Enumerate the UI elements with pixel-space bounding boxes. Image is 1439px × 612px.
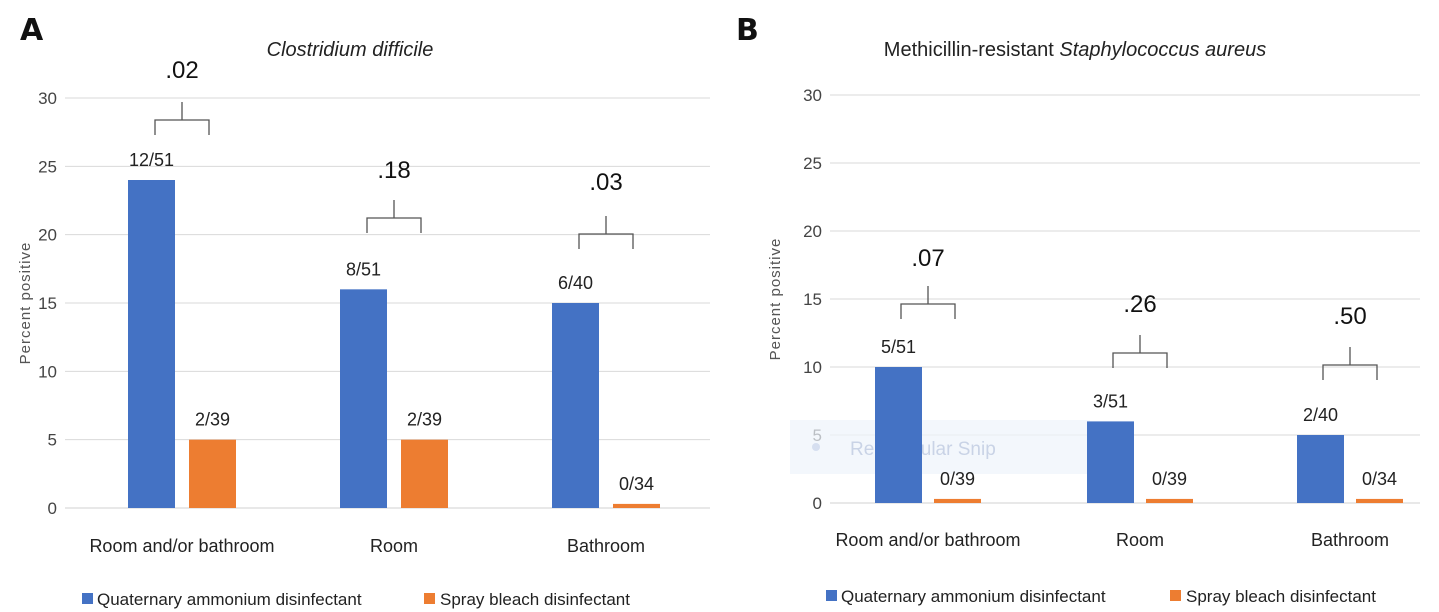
legend-swatch (424, 593, 435, 604)
chart-panel-b: B Methicillin-resistant Staphylococcus au… (736, 13, 1420, 606)
overlay-box (790, 420, 1090, 474)
panel-letter: B (736, 13, 759, 48)
data-label: 2/40 (1303, 405, 1338, 425)
chart-title: Methicillin-resistant Staphylococcus aur… (884, 39, 1266, 61)
category-label: Room (370, 536, 418, 556)
data-label: 5/51 (881, 337, 916, 357)
category-label: Room (1116, 530, 1164, 550)
y-tick-label: 25 (803, 154, 822, 173)
significance-bracket (154, 102, 210, 135)
data-label: 0/39 (940, 469, 975, 489)
p-value-label: .18 (377, 157, 410, 184)
legend-swatch (1170, 590, 1181, 601)
bar (552, 303, 599, 508)
data-label: 0/34 (1362, 469, 1397, 489)
chart-panel-a: A Clostridium difficile 0 5 10 15 20 25 30 Percen… (17, 13, 710, 609)
category-label: Room and/or bathroom (89, 536, 274, 556)
legend-label: Quaternary ammonium disinfectant (97, 590, 362, 609)
significance-bracket (578, 216, 634, 249)
data-label: 2/39 (407, 410, 442, 430)
bar (401, 439, 448, 508)
significance-bracket (900, 286, 956, 319)
y-tick-label: 20 (803, 222, 822, 241)
chart-title-prefix: Methicillin-resistant (884, 39, 1060, 61)
chart-title: Clostridium difficile (267, 39, 434, 61)
legend-swatch (826, 590, 837, 601)
p-value-label: .07 (911, 245, 944, 272)
legend-label: Quaternary ammonium disinfectant (841, 587, 1106, 606)
y-tick-label: 5 (48, 431, 57, 450)
y-axis-label: Percent positive (17, 242, 34, 365)
y-tick-label: 20 (38, 226, 57, 245)
bar (1146, 498, 1193, 503)
p-value-label: .50 (1333, 303, 1366, 330)
bar (613, 503, 660, 508)
legend-swatch (82, 593, 93, 604)
data-label: 2/39 (195, 410, 230, 430)
p-value-label: .02 (165, 57, 198, 84)
y-tick-label: 10 (38, 362, 57, 381)
chart-title-organism: Staphylococcus aureus (1059, 39, 1266, 61)
data-label: 8/51 (346, 259, 381, 279)
y-tick-label: 15 (38, 294, 57, 313)
panel-letter: A (20, 13, 44, 48)
y-tick-label: 30 (803, 86, 822, 105)
category-label: Bathroom (1311, 530, 1389, 550)
legend-label: Spray bleach disinfectant (1186, 587, 1376, 606)
bar (875, 367, 922, 503)
bar (1087, 421, 1134, 503)
y-tick-label: 15 (803, 290, 822, 309)
y-tick-label: 0 (48, 499, 57, 518)
category-label: Bathroom (567, 536, 645, 556)
bar (1356, 498, 1403, 503)
y-tick-label: 10 (803, 358, 822, 377)
y-axis-label: Percent positive (767, 238, 784, 361)
legend-label: Spray bleach disinfectant (440, 590, 630, 609)
p-value-label: .03 (589, 169, 622, 196)
chart-title-organism: Clostridium difficile (267, 39, 434, 61)
overlay-text: Rectangular Snip (850, 439, 996, 460)
bar (189, 439, 236, 508)
y-tick-label: 25 (38, 157, 57, 176)
bar (1297, 435, 1344, 503)
category-label: Room and/or bathroom (835, 530, 1020, 550)
significance-bracket (366, 200, 422, 233)
data-label: 6/40 (558, 273, 593, 293)
bar (340, 289, 387, 508)
data-label: 12/51 (129, 150, 174, 170)
overlay-dot (812, 443, 820, 451)
y-tick-label: 0 (813, 494, 822, 513)
significance-bracket (1322, 347, 1378, 380)
data-label: 3/51 (1093, 391, 1128, 411)
y-tick-label: 30 (38, 89, 57, 108)
bar (128, 180, 175, 508)
data-label: 0/39 (1152, 469, 1187, 489)
significance-bracket (1112, 335, 1168, 368)
data-label: 0/34 (619, 474, 654, 494)
p-value-label: .26 (1123, 291, 1156, 318)
bar (934, 498, 981, 503)
